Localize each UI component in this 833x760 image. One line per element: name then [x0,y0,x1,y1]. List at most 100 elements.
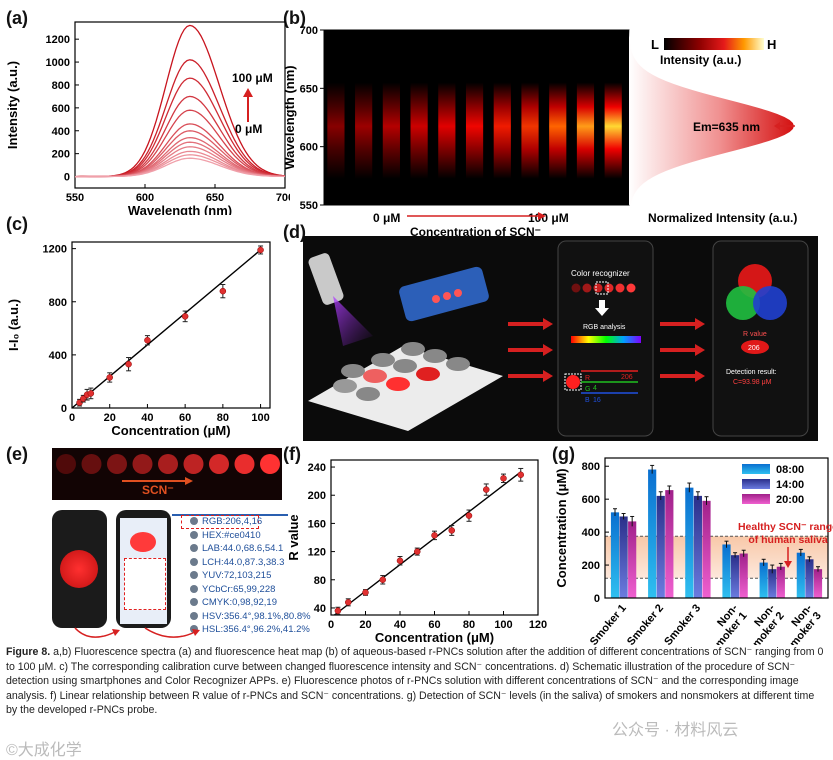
chart-g-bar [813,569,823,598]
chart-g-ytick: 400 [582,527,600,539]
r-value-badge [741,340,769,354]
uv-beam [333,296,373,346]
chart-g-bar [759,562,768,598]
color-dot [626,283,636,293]
chart-b: 700 650 600 550 Wavelength (nm) L H Intensit… [282,25,797,239]
chart-g-bar [796,552,805,598]
chart-a-ytick: 0 [64,172,70,184]
chart-g-bar [722,544,731,598]
color-value-row: HSL:356.4°,96.2%,41.2% [190,624,310,635]
chart-c-point [257,246,264,254]
chart-a-ytick: 1200 [46,34,70,46]
chart-f: 0 20 40 60 80 100 120 40 80 120 160 200 240 Concentra… [286,459,547,645]
chart-a-ytick: 200 [52,149,70,161]
chart-c-xtick: 100 [251,412,269,424]
chart-g-bar [693,495,703,598]
vial [56,454,76,474]
chart-f-point [414,548,421,555]
color-dot [604,283,614,293]
chart-f-ytick: 240 [308,462,326,474]
rgb-analysis-label: RGB analysis [583,324,626,331]
r-channel-label: R [585,375,590,382]
chart-g-bar [776,566,785,598]
heatmap-column [327,30,345,205]
heatmap-column [604,30,622,205]
chart-f-fit-line [334,471,522,616]
panel-label-b: (b) [283,8,306,28]
panel-label-e: (e) [6,444,28,464]
chart-a-xlabel: Wavelength (nm) [128,203,232,215]
chart-f-point [345,599,352,606]
g-channel-value: 4 [593,385,597,392]
chart-a-ytick: 1000 [46,57,70,69]
chart-b-ytick: 550 [300,200,318,212]
chart-a-series-line [75,157,286,178]
chart-g-legend-swatch [742,479,770,489]
well [363,369,387,383]
chart-c-fit-line [71,249,262,409]
well [393,359,417,373]
color-recognizer-title: Color recognizer [571,269,630,278]
watermark-left: ©大成化学 [6,742,82,759]
panel-d-art: Color recognizer RGB analysis R G B 206 … [308,240,809,437]
vial-strip: SCN⁻ [52,448,282,500]
chart-b-ytick: 650 [300,83,318,95]
chart-f-xtick: 0 [328,619,334,631]
chart-f-xtick: 40 [394,619,406,631]
chart-f-point [448,527,455,534]
chart-c-xtick: 60 [179,412,191,424]
chart-c-xtick: 80 [217,412,229,424]
well [416,367,440,381]
chart-g-bar [665,490,674,598]
chart-f-point [334,607,342,615]
healthy-range-label: Healthy SCN⁻ range [738,521,833,533]
watermark-right: 公众号 · 材料风云 [612,722,739,739]
chart-c-xtick: 20 [104,412,116,424]
healthy-range-band [605,536,828,579]
chart-g-legend-label: 08:00 [776,464,804,476]
chart-a: 550 600 650 700 0 200 400 600 800 1000 1200 Wavelen… [5,21,290,215]
panel-label-d: (d) [283,222,306,242]
vial [234,454,255,474]
chart-c-ytick: 0 [61,403,67,415]
chart-f-ylabel: R value [286,514,301,560]
chart-g-category: Smoker 1 [588,602,629,645]
heatmap-column [438,30,456,205]
g-channel-label: G [585,386,590,393]
well [356,387,380,401]
chart-b-ylabel: Wavelength (nm) [282,65,297,169]
chart-g-bar [805,559,814,598]
r-value-number: 206 [748,345,760,352]
chart-g-ytick: 200 [582,560,600,572]
chart-f-ytick: 160 [308,518,326,530]
chart-c: 0 20 40 60 80 100 0 400 800 1200 Concentration (μM… [6,241,271,438]
well [333,379,357,393]
heatmap-column [521,30,539,205]
chart-f-xtick: 100 [494,619,512,631]
chart-g-legend-label: 14:00 [776,479,804,491]
chart-g-bar [768,569,777,598]
color-dot [615,283,625,293]
chart-g-legend-swatch [742,494,770,504]
chart-f-point [465,512,473,519]
chart-a-xtick: 550 [66,192,84,204]
chart-f-point [483,486,490,493]
chart-f-point [431,532,438,539]
chart-a-ylabel: Intensity (a.u.) [5,61,20,149]
chart-a-annotation-high: 100 μM [232,71,273,85]
r-value-label: R value [743,331,767,338]
chart-a-ytick: 400 [52,126,70,138]
vial [107,454,127,474]
chart-g-bar [739,553,748,598]
chart-f-point [517,471,524,479]
emission-label: Em=635 nm [693,120,760,134]
heatmap-column [493,30,511,205]
chart-c-xlabel: Concentration (μM) [111,423,230,438]
chart-c-point [76,399,83,406]
color-dot [593,283,603,293]
chart-g-bar [685,487,694,598]
flashlight [308,253,344,305]
chart-f-xtick: 60 [428,619,440,631]
chart-g-bar [610,512,620,598]
